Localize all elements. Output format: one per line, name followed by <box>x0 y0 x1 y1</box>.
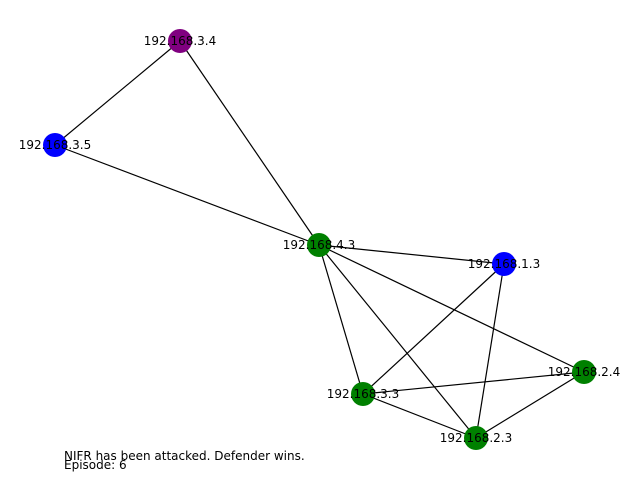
graph-edge <box>475 371 585 439</box>
status-message: NIFR has been attacked. Defender wins. <box>64 449 305 463</box>
graph-node <box>351 382 375 406</box>
graph-edge <box>362 393 477 439</box>
node-label: 192.168.3.3 <box>327 387 400 401</box>
graph-edge <box>475 263 505 439</box>
graph-node <box>307 233 331 257</box>
graph-edge <box>179 40 320 246</box>
graph-edges <box>54 40 585 439</box>
node-label: 192.168.4.3 <box>283 238 356 252</box>
graph-node <box>43 133 67 157</box>
node-label: 192.168.2.3 <box>440 431 513 445</box>
graph-edge <box>318 244 585 373</box>
graph-node <box>492 252 516 276</box>
graph-node <box>168 29 192 53</box>
graph-node <box>572 360 596 384</box>
node-label: 192.168.3.5 <box>19 138 92 152</box>
node-label: 192.168.1.3 <box>468 257 541 271</box>
graph-node <box>464 426 488 450</box>
graph-edge <box>362 371 585 395</box>
graph-labels: 192.168.3.4 192.168.3.5 192.168.4.3 192.168… <box>19 34 621 445</box>
graph-edge <box>54 40 181 146</box>
graph-edge <box>318 244 505 265</box>
node-label: 192.168.3.4 <box>144 34 217 48</box>
graph-edge <box>362 263 505 395</box>
graph-nodes <box>43 29 596 450</box>
episode-label: Episode: 6 <box>64 458 127 472</box>
graph-edge <box>318 244 477 439</box>
node-label: 192.168.2.4 <box>548 365 621 379</box>
graph-edge <box>318 244 364 395</box>
graph-edge <box>54 144 320 246</box>
